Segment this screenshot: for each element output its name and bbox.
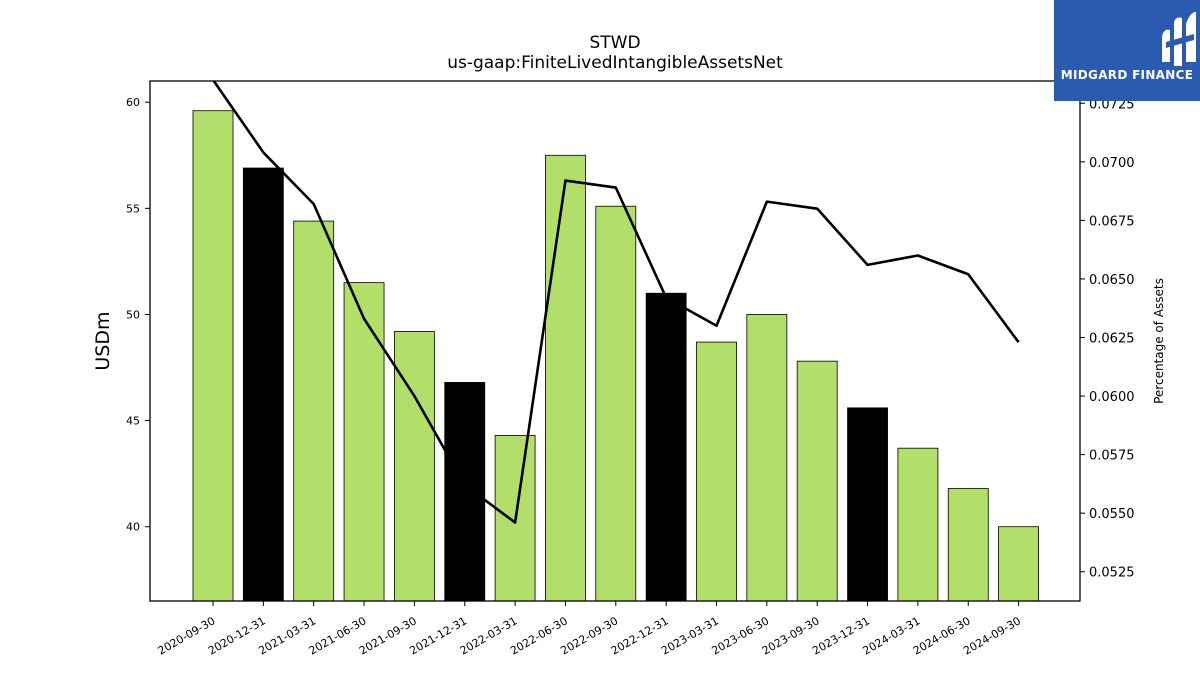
bar <box>847 407 888 602</box>
bar <box>393 331 435 602</box>
bar <box>242 167 284 602</box>
y-tick-label: 50 <box>126 308 140 321</box>
y2-axis-label: Percentage of Assets <box>1152 278 1166 404</box>
y-axis-label: USDm <box>92 311 114 370</box>
bar <box>947 488 989 602</box>
y-tick-label: 55 <box>126 202 140 215</box>
midgard-logo-icon <box>1162 12 1196 66</box>
chart-subtitle: us-gaap:FiniteLivedIntangibleAssetsNet <box>447 53 783 73</box>
bar <box>696 341 737 602</box>
y2-tick-label: 0.0700 <box>1089 156 1135 171</box>
bar <box>897 447 939 602</box>
y2-tick-label: 0.0675 <box>1089 214 1135 229</box>
x-tick-label: 2024-09-30 <box>961 614 1023 657</box>
bar <box>192 110 234 602</box>
bar <box>595 205 637 602</box>
bar <box>545 154 586 602</box>
y-tick-label: 40 <box>126 521 140 534</box>
y2-tick-label: 0.0725 <box>1089 97 1135 112</box>
bar <box>343 282 385 602</box>
y2-tick-label: 0.0625 <box>1089 331 1135 346</box>
y2-tick-label: 0.0575 <box>1089 449 1135 464</box>
bar <box>998 526 1039 602</box>
y2-tick-label: 0.0650 <box>1089 273 1135 288</box>
bar <box>746 314 788 602</box>
y2-tick-label: 0.0525 <box>1089 566 1135 581</box>
y2-tick-label: 0.0550 <box>1089 507 1135 522</box>
y2-tick-label: 0.0600 <box>1089 390 1135 405</box>
bar <box>293 220 335 602</box>
bar <box>444 381 486 602</box>
bar <box>645 292 687 602</box>
bar <box>796 360 838 602</box>
y-tick-label: 45 <box>126 415 140 428</box>
plot-frame <box>149 80 1081 602</box>
logo: MIDGARD FINANCE <box>1054 0 1200 101</box>
logo-text: MIDGARD FINANCE <box>1060 68 1194 82</box>
percentage-line <box>212 81 1020 524</box>
y-tick-label: 60 <box>126 96 140 109</box>
chart-title: STWD <box>589 33 641 53</box>
